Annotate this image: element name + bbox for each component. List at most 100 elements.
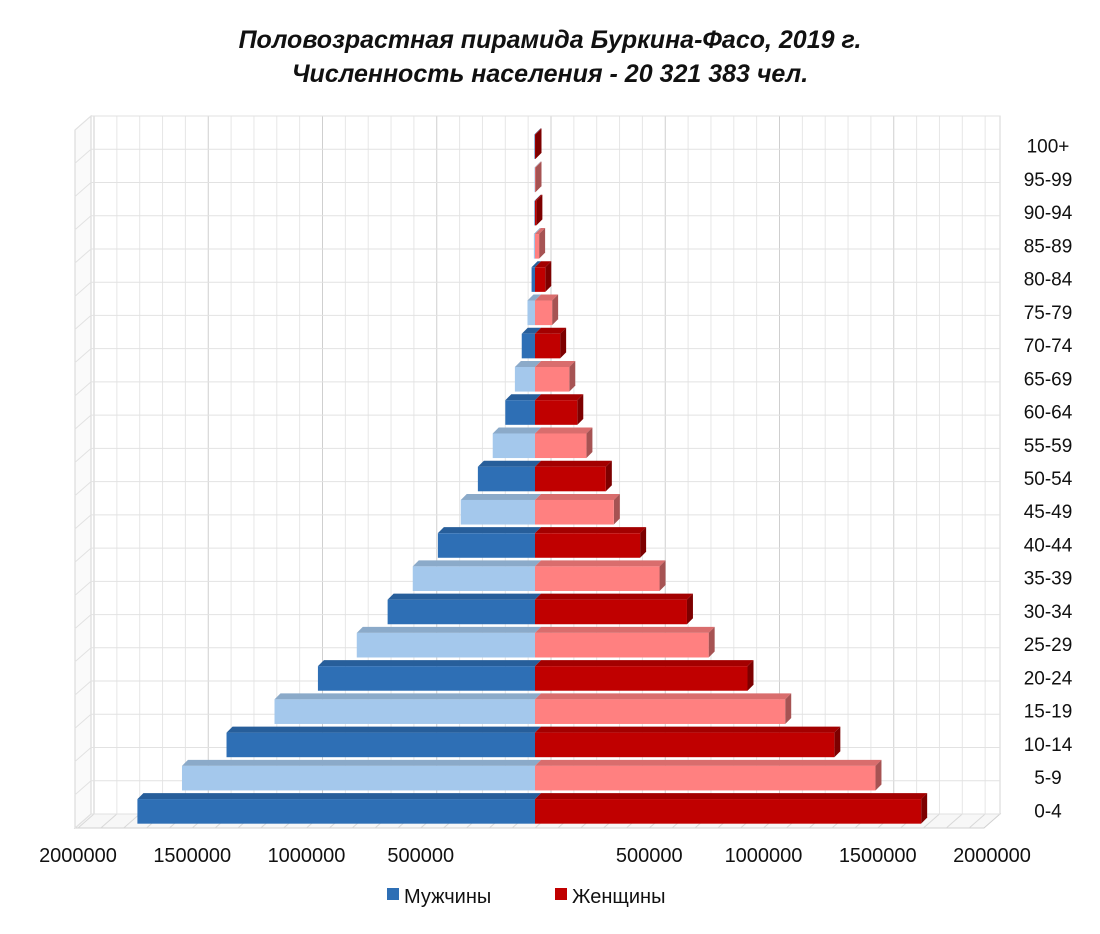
gridline-floor (123, 813, 141, 829)
legend-label-females: Женщины (572, 886, 665, 908)
bar-male-65-69 (514, 366, 535, 392)
gridline-floor (100, 813, 118, 829)
bar-male-top-55-59 (492, 427, 541, 434)
bar-female-top-90-94 (535, 194, 543, 201)
category-label-60-64: 60-64 (1024, 403, 1073, 424)
category-label-75-79: 75-79 (1024, 303, 1073, 324)
gridline-side (74, 647, 92, 663)
gridline-floor (968, 813, 986, 829)
bar-female-top-85-89 (535, 228, 546, 235)
bar-male-top-0-4 (137, 793, 541, 800)
bar-male-top-65-69 (514, 360, 541, 367)
category-label-15-19: 15-19 (1024, 702, 1073, 723)
gridline-side (74, 713, 92, 729)
category-label-45-49: 45-49 (1024, 502, 1073, 523)
bar-female-90-94 (535, 200, 537, 226)
gridline-side (74, 315, 92, 330)
category-label-20-24: 20-24 (1024, 668, 1073, 689)
bar-female-side-50-54 (605, 460, 612, 492)
category-label-10-14: 10-14 (1024, 735, 1073, 756)
gridline-side (74, 481, 92, 496)
bar-male-top-90-94 (534, 194, 541, 201)
bar-female-side-70-74 (560, 327, 567, 359)
bar-female-side-5-9 (875, 759, 882, 791)
bar-male-top-80-84 (531, 261, 541, 268)
bar-female-side-10-14 (834, 726, 841, 758)
bar-male-top-50-54 (477, 460, 541, 467)
bar-female-5-9 (535, 765, 876, 791)
bar-male-top-75-79 (527, 294, 541, 301)
bar-female-top-95-99 (535, 161, 542, 168)
bar-female-60-64 (535, 400, 578, 425)
category-label-5-9: 5-9 (1034, 768, 1061, 789)
bar-male-80-84 (531, 267, 535, 292)
category-label-100+: 100+ (1027, 137, 1070, 158)
bar-female-side-55-59 (586, 427, 593, 459)
bar-female-15-19 (535, 699, 786, 724)
bar-female-95-99 (535, 167, 536, 193)
category-label-65-69: 65-69 (1024, 369, 1073, 390)
bar-female-75-79 (535, 300, 553, 326)
bar-male-15-19 (274, 699, 535, 724)
bar-female-100+ (535, 134, 536, 159)
gridline-side (74, 547, 92, 563)
gridline-floor (77, 813, 95, 829)
bar-female-side-20-24 (747, 660, 754, 691)
x-tick-left-1500000: 1500000 (153, 845, 231, 867)
gridline-side (74, 115, 92, 131)
bar-female-10-14 (535, 732, 835, 758)
category-label-35-39: 35-39 (1024, 569, 1073, 590)
category-label-40-44: 40-44 (1024, 535, 1073, 556)
legend-label-males: Мужчины (404, 886, 491, 908)
category-label-85-89: 85-89 (1024, 236, 1073, 257)
bar-female-top-50-54 (535, 460, 612, 467)
bar-female-side-35-39 (659, 560, 666, 592)
bar-male-top-25-29 (356, 626, 541, 633)
bar-female-55-59 (535, 433, 587, 459)
bar-female-70-74 (535, 333, 561, 359)
bar-male-top-100+ (534, 128, 541, 135)
gridline-side (74, 182, 92, 197)
bar-male-85-89 (533, 234, 535, 259)
gridline-side (74, 381, 92, 397)
bar-male-0-4 (137, 799, 535, 824)
bar-male-70-74 (521, 333, 535, 359)
bar-male-top-85-89 (533, 228, 541, 235)
bar-male-top-45-49 (460, 493, 541, 500)
bar-female-side-80-84 (545, 261, 552, 292)
bar-female-35-39 (535, 566, 660, 592)
bar-male-55-59 (492, 433, 535, 459)
bar-male-top-95-99 (534, 161, 541, 168)
bar-male-top-40-44 (437, 527, 541, 534)
bar-male-top-70-74 (521, 327, 541, 334)
legend-swatch-females (555, 888, 567, 900)
gridline-side (74, 414, 92, 430)
gridline-side (74, 448, 92, 463)
category-label-70-74: 70-74 (1024, 336, 1073, 357)
bar-female-30-34 (535, 599, 687, 625)
gridline-side (74, 813, 92, 829)
bar-male-90-94 (534, 200, 535, 226)
bar-male-75-79 (527, 300, 535, 326)
bar-male-top-15-19 (274, 693, 541, 700)
bar-male-10-14 (226, 732, 535, 758)
bar-female-side-25-29 (708, 626, 715, 658)
gridline-side (74, 747, 92, 762)
bar-female-top-25-29 (535, 626, 715, 633)
x-tick-left-1000000: 1000000 (268, 845, 346, 867)
bar-female-0-4 (535, 799, 922, 824)
bar-female-top-60-64 (535, 394, 584, 401)
category-label-80-84: 80-84 (1024, 270, 1073, 291)
bar-male-top-60-64 (505, 394, 541, 401)
bar-female-side-40-44 (640, 527, 647, 558)
bar-female-25-29 (535, 632, 709, 658)
bar-male-35-39 (412, 566, 535, 592)
bar-male-100+ (534, 134, 535, 159)
gridline-floor (945, 813, 963, 829)
bar-male-top-5-9 (181, 759, 541, 766)
bar-male-top-30-34 (387, 593, 541, 600)
bar-male-25-29 (356, 632, 535, 658)
bar-female-side-60-64 (577, 394, 584, 425)
x-tick-right-1000000: 1000000 (725, 845, 803, 867)
